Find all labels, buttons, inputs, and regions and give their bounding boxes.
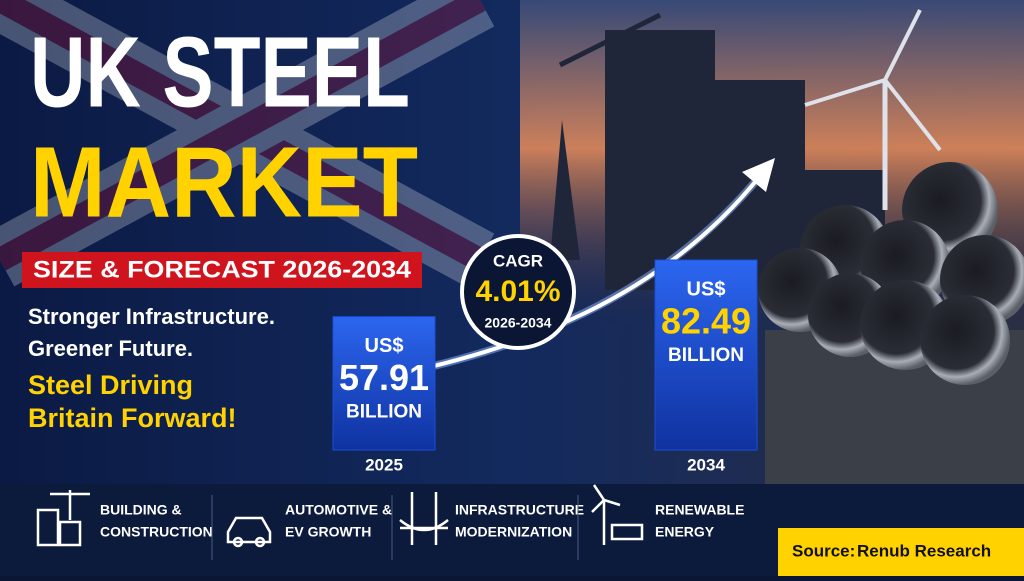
value-label: 82.49: [661, 301, 751, 342]
bar: [654, 259, 758, 451]
highlight: Steel Driving: [28, 370, 193, 400]
cagr-value: 4.01%: [475, 275, 560, 308]
category-label: 2025: [365, 455, 403, 474]
sector-label: AUTOMOTIVE &: [285, 502, 392, 518]
value-unit: BILLION: [668, 345, 744, 366]
sector-label: BUILDING &: [100, 502, 182, 518]
title: MARKET: [30, 126, 418, 238]
value-label: 57.91: [339, 357, 429, 398]
highlight: Britain Forward!: [28, 403, 237, 433]
value-unit: BILLION: [346, 402, 422, 423]
source-label: Source:: [792, 541, 855, 560]
tagline: Stronger Infrastructure.: [28, 304, 275, 329]
growth-arrow: [379, 174, 762, 380]
sector-label: ENERGY: [655, 524, 715, 540]
cagr-badge: [460, 234, 576, 350]
sector-label: MODERNIZATION: [455, 524, 572, 540]
sector-label: INFRASTRUCTURE: [455, 502, 584, 518]
value-prefix: US$: [365, 335, 404, 357]
sector-label: RENEWABLE: [655, 502, 744, 518]
sector-label: EV GROWTH: [285, 524, 371, 540]
source-name: Renub Research: [857, 541, 991, 560]
title: UK STEEL: [30, 16, 410, 128]
value-prefix: US$: [687, 278, 726, 300]
cagr-period: 2026-2034: [485, 315, 552, 331]
sector-icons: [36, 484, 644, 548]
bar: [332, 316, 436, 451]
category-label: 2034: [687, 455, 725, 474]
cagr-label: CAGR: [493, 251, 543, 270]
banner-text: SIZE & FORECAST 2026-2034: [33, 256, 412, 283]
arrow-head: [742, 158, 775, 192]
tagline: Greener Future.: [28, 336, 193, 361]
sector-label: CONSTRUCTION: [100, 524, 213, 540]
flag-hint: [0, 0, 495, 287]
source-box: [778, 528, 1024, 576]
banner: [22, 252, 422, 288]
